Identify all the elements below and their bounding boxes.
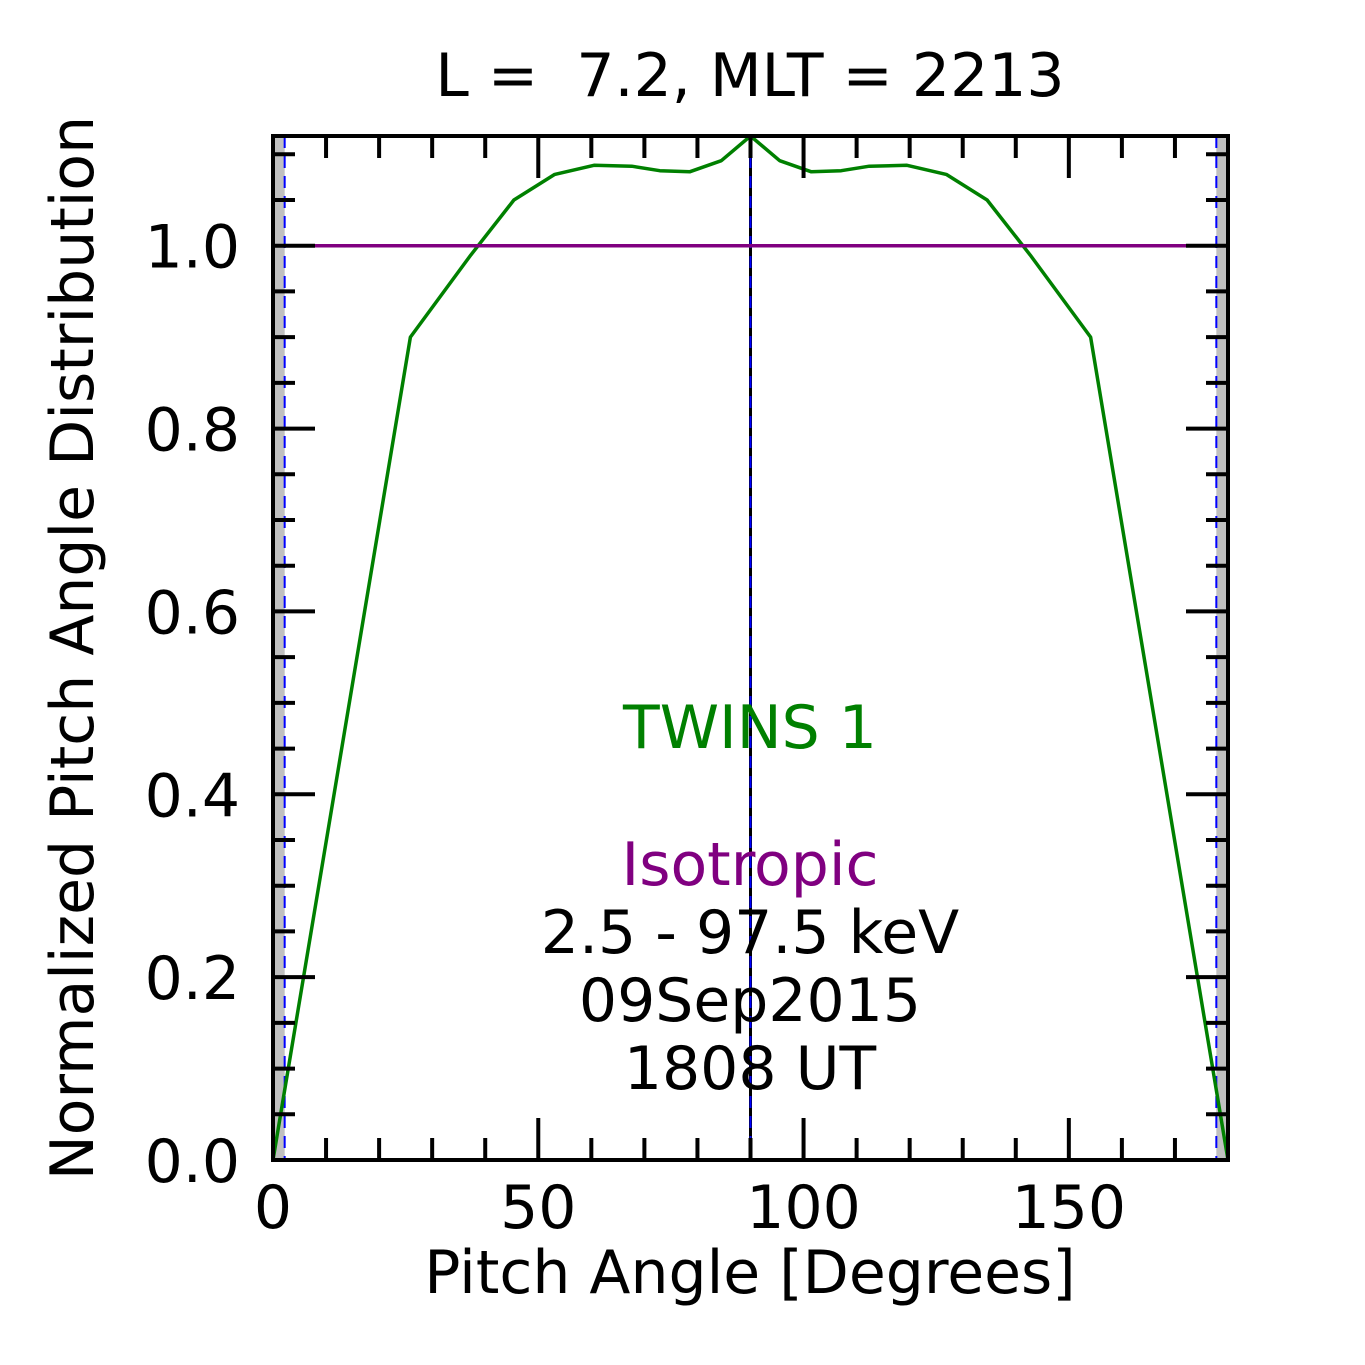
time-label: 1808 UT [624, 1034, 877, 1104]
y-tick-label: 0.0 [145, 1127, 240, 1197]
shaded-region-1 [1216, 136, 1228, 1160]
x-axis-label: Pitch Angle [Degrees] [424, 1238, 1075, 1308]
y-tick-label: 0.4 [145, 761, 240, 831]
y-tick-label: 0.8 [145, 396, 240, 466]
isotropic-label: Isotropic [622, 830, 879, 900]
shaded-regions [273, 136, 1228, 1160]
plot-frame [271, 134, 1230, 1162]
y-tick-label: 0.2 [145, 944, 240, 1014]
x-tick-label: 100 [746, 1173, 861, 1243]
twins-label: TWINS 1 [622, 693, 877, 763]
date-label: 09Sep2015 [579, 966, 921, 1036]
y-tick-label: 1.0 [145, 213, 240, 283]
shaded-region-0 [273, 136, 285, 1160]
chart-title: L = 7.2, MLT = 2213 [435, 41, 1064, 111]
y-tick-label: 0.6 [145, 578, 240, 648]
y-axis-label: Normalized Pitch Angle Distribution [38, 116, 108, 1180]
x-tick-label: 150 [1012, 1173, 1127, 1243]
energy-range-label: 2.5 - 97.5 keV [541, 898, 959, 968]
x-tick-label: 50 [500, 1173, 576, 1243]
vertical-lines [283, 136, 1218, 1160]
axis-tick-labels: 0 50 100 150 0.0 0.2 0.4 0.6 0.8 1.0 [145, 213, 1127, 1243]
x-tick-label: 0 [254, 1173, 292, 1243]
